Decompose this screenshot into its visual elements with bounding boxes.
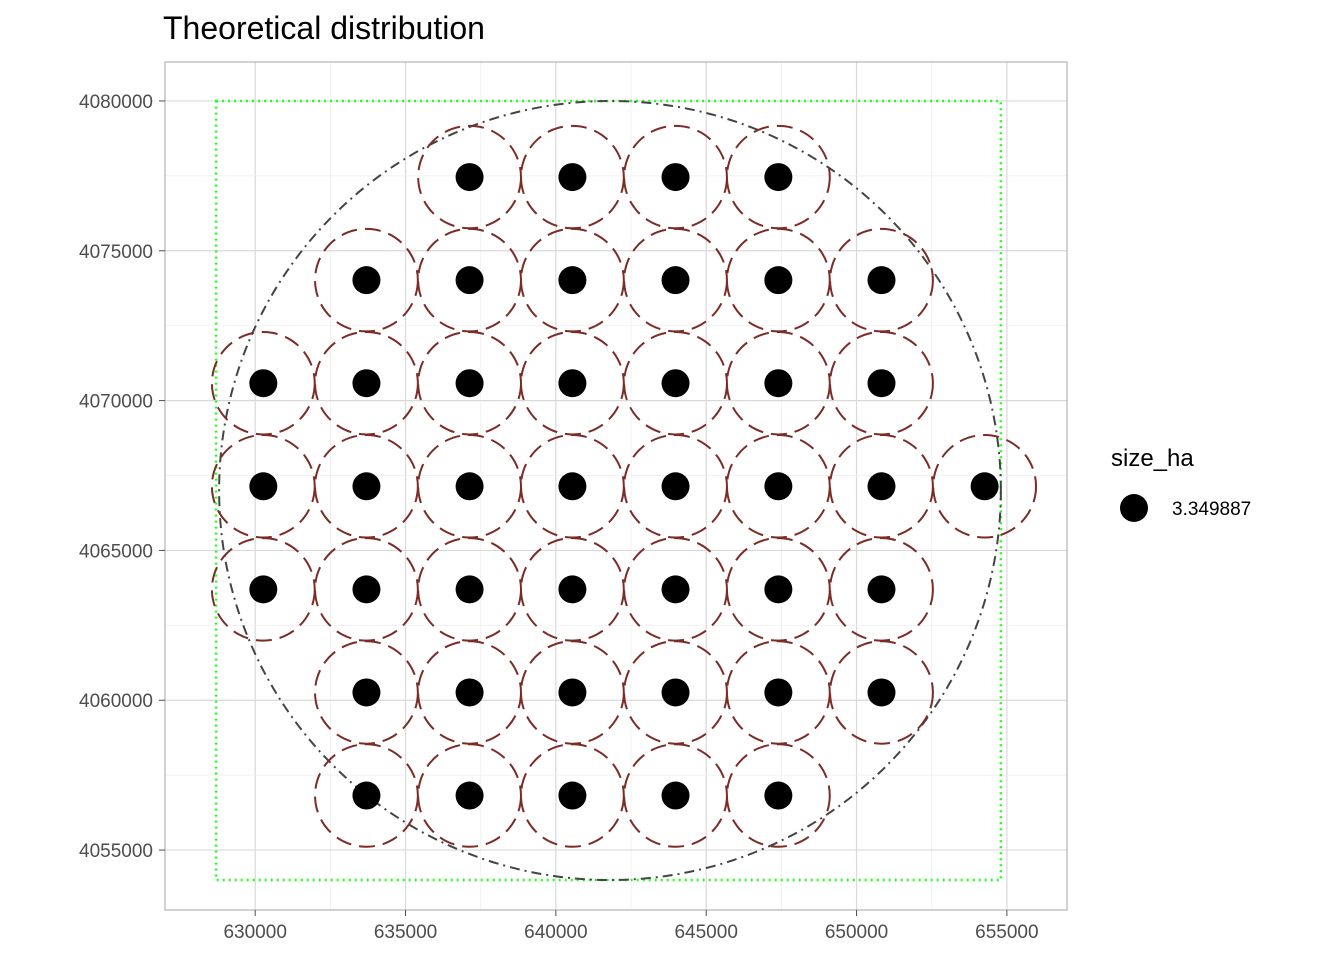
data-point	[764, 678, 793, 707]
y-axis-ticks: 4055000 4060000 4065000 4070000 4075000 40800…	[79, 92, 165, 862]
data-point	[455, 163, 484, 192]
data-point	[352, 781, 381, 810]
data-point	[558, 472, 587, 501]
y-tick-label: 4055000	[79, 841, 153, 862]
data-point	[661, 575, 690, 604]
data-point	[661, 266, 690, 295]
data-point	[661, 163, 690, 192]
legend: size_ha 3.349887	[1111, 445, 1251, 522]
data-point	[867, 575, 896, 604]
x-tick-label: 645000	[674, 922, 737, 943]
x-tick-label: 640000	[524, 922, 587, 943]
data-point	[867, 678, 896, 707]
data-point	[970, 472, 999, 501]
data-point	[558, 369, 587, 398]
y-tick-label: 4070000	[79, 392, 153, 413]
data-point	[249, 369, 278, 398]
data-point	[352, 472, 381, 501]
data-point	[558, 163, 587, 192]
buffer-circle	[519, 743, 625, 848]
data-point	[455, 369, 484, 398]
outer-circle	[218, 99, 1002, 882]
y-tick-label: 4060000	[79, 691, 153, 712]
legend-label: 3.349887	[1172, 499, 1251, 520]
data-point	[455, 472, 484, 501]
data-point	[558, 781, 587, 810]
data-point	[352, 369, 381, 398]
data-point	[764, 472, 793, 501]
buffer-circle	[314, 743, 419, 848]
data-point	[661, 472, 690, 501]
x-axis-ticks: 630000 635000 640000 645000 650000 655000	[223, 910, 1039, 943]
data-point	[455, 678, 484, 707]
data-point	[764, 781, 793, 810]
data-point	[558, 678, 587, 707]
data-point	[455, 575, 484, 604]
outer-circle-layer	[218, 99, 1002, 882]
data-point	[455, 266, 484, 295]
x-tick-label: 630000	[223, 922, 286, 943]
data-point	[558, 266, 587, 295]
data-point	[249, 575, 278, 604]
buffer-circle	[623, 743, 728, 848]
data-point	[558, 575, 587, 604]
buffer-circle	[829, 640, 934, 745]
data-point	[455, 781, 484, 810]
data-point	[764, 575, 793, 604]
buffer-circles	[210, 124, 1038, 848]
data-point	[764, 369, 793, 398]
data-point	[764, 266, 793, 295]
buffer-circle	[417, 743, 522, 848]
x-tick-label: 635000	[374, 922, 437, 943]
y-tick-label: 4075000	[79, 242, 153, 263]
data-point	[867, 472, 896, 501]
data-point	[867, 369, 896, 398]
data-point	[352, 575, 381, 604]
data-point	[764, 163, 793, 192]
data-point	[661, 678, 690, 707]
points	[249, 163, 999, 810]
data-point	[352, 678, 381, 707]
y-tick-label: 4065000	[79, 541, 153, 562]
buffer-circle	[210, 537, 316, 642]
data-point	[661, 781, 690, 810]
data-point	[661, 369, 690, 398]
x-tick-label: 655000	[975, 922, 1038, 943]
bounding-box	[214, 99, 1003, 882]
legend-title: size_ha	[1111, 445, 1194, 472]
buffer-circle	[932, 434, 1038, 539]
data-point	[249, 472, 278, 501]
grid-lines	[165, 62, 1067, 910]
buffer-circle	[725, 743, 831, 848]
data-point	[867, 266, 896, 295]
panel-border	[164, 61, 1068, 911]
y-tick-label: 4080000	[79, 92, 153, 113]
legend-key-point	[1120, 494, 1148, 522]
chart-title: Theoretical distribution	[163, 10, 485, 46]
data-point	[352, 266, 381, 295]
x-tick-label: 650000	[825, 922, 888, 943]
bounding-box-layer	[214, 99, 1003, 882]
